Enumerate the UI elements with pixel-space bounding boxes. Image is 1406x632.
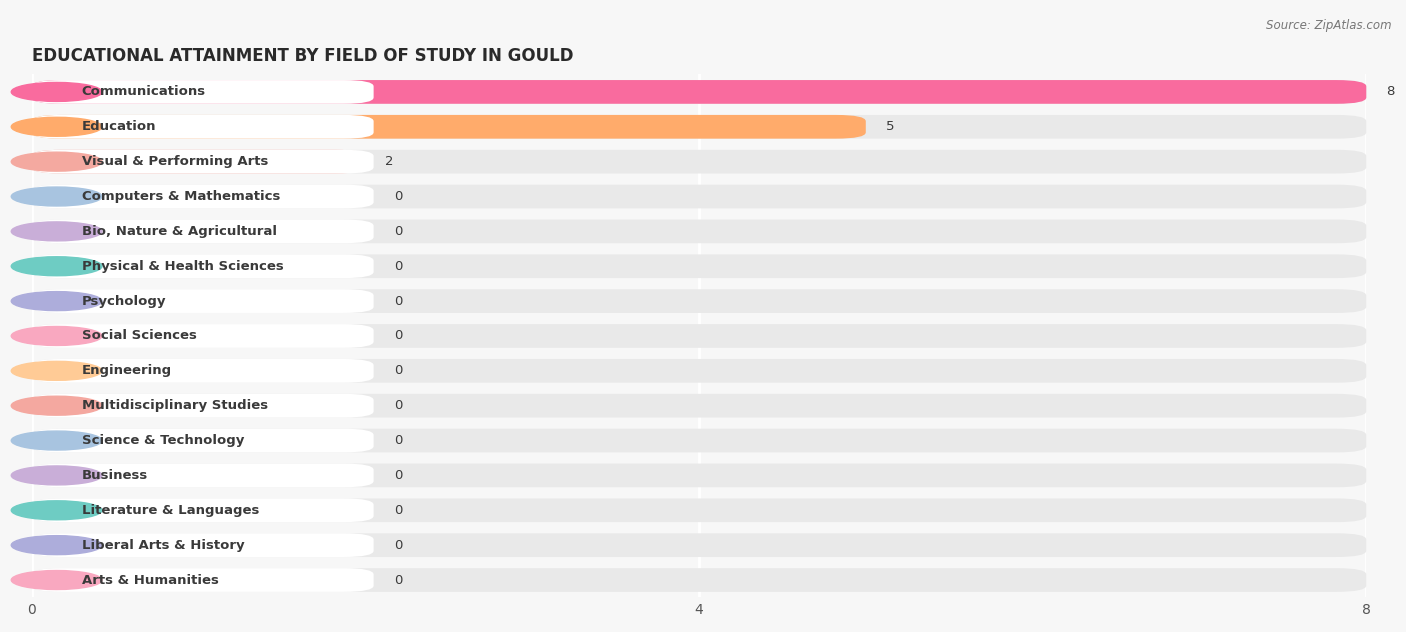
FancyBboxPatch shape — [31, 499, 374, 522]
FancyBboxPatch shape — [31, 359, 374, 383]
Text: 2: 2 — [385, 155, 394, 168]
Text: Multidisciplinary Studies: Multidisciplinary Studies — [82, 399, 267, 412]
Text: Physical & Health Sciences: Physical & Health Sciences — [82, 260, 284, 273]
Circle shape — [11, 152, 103, 171]
FancyBboxPatch shape — [31, 80, 1367, 104]
Text: 8: 8 — [1386, 85, 1395, 99]
Text: Source: ZipAtlas.com: Source: ZipAtlas.com — [1267, 19, 1392, 32]
Circle shape — [11, 222, 103, 241]
Circle shape — [11, 431, 103, 450]
FancyBboxPatch shape — [31, 359, 1367, 383]
FancyBboxPatch shape — [31, 219, 1367, 243]
FancyBboxPatch shape — [31, 289, 1367, 313]
Text: 0: 0 — [394, 225, 402, 238]
FancyBboxPatch shape — [31, 533, 1367, 557]
Text: Social Sciences: Social Sciences — [82, 329, 197, 343]
FancyBboxPatch shape — [31, 150, 366, 174]
FancyBboxPatch shape — [31, 150, 1367, 174]
FancyBboxPatch shape — [31, 428, 1367, 453]
Circle shape — [11, 291, 103, 310]
Circle shape — [11, 82, 103, 101]
Text: 0: 0 — [394, 434, 402, 447]
Text: 0: 0 — [394, 329, 402, 343]
Text: 0: 0 — [394, 538, 402, 552]
Text: Engineering: Engineering — [82, 364, 172, 377]
Circle shape — [11, 466, 103, 485]
Circle shape — [11, 257, 103, 276]
FancyBboxPatch shape — [31, 185, 1367, 209]
Text: 0: 0 — [394, 295, 402, 308]
FancyBboxPatch shape — [31, 499, 1367, 522]
FancyBboxPatch shape — [31, 115, 1367, 138]
Text: 0: 0 — [394, 364, 402, 377]
FancyBboxPatch shape — [31, 568, 1367, 592]
FancyBboxPatch shape — [31, 324, 374, 348]
Circle shape — [11, 571, 103, 590]
Text: Business: Business — [82, 469, 148, 482]
FancyBboxPatch shape — [31, 115, 374, 138]
Text: Communications: Communications — [82, 85, 205, 99]
FancyBboxPatch shape — [31, 150, 374, 174]
Circle shape — [11, 362, 103, 380]
FancyBboxPatch shape — [31, 428, 374, 453]
Text: Liberal Arts & History: Liberal Arts & History — [82, 538, 245, 552]
Circle shape — [11, 396, 103, 415]
FancyBboxPatch shape — [31, 289, 374, 313]
FancyBboxPatch shape — [31, 219, 374, 243]
FancyBboxPatch shape — [31, 463, 1367, 487]
Text: 0: 0 — [394, 399, 402, 412]
FancyBboxPatch shape — [31, 185, 374, 209]
Text: Visual & Performing Arts: Visual & Performing Arts — [82, 155, 269, 168]
Text: 5: 5 — [886, 120, 894, 133]
Text: Psychology: Psychology — [82, 295, 166, 308]
FancyBboxPatch shape — [31, 255, 374, 278]
Circle shape — [11, 187, 103, 206]
Text: Bio, Nature & Agricultural: Bio, Nature & Agricultural — [82, 225, 277, 238]
FancyBboxPatch shape — [31, 463, 374, 487]
FancyBboxPatch shape — [31, 394, 374, 418]
Text: Literature & Languages: Literature & Languages — [82, 504, 259, 517]
Text: Arts & Humanities: Arts & Humanities — [82, 573, 218, 586]
Text: 0: 0 — [394, 469, 402, 482]
FancyBboxPatch shape — [31, 533, 374, 557]
FancyBboxPatch shape — [31, 568, 374, 592]
Circle shape — [11, 536, 103, 555]
Text: EDUCATIONAL ATTAINMENT BY FIELD OF STUDY IN GOULD: EDUCATIONAL ATTAINMENT BY FIELD OF STUDY… — [31, 47, 574, 64]
FancyBboxPatch shape — [31, 115, 866, 138]
Text: 0: 0 — [394, 573, 402, 586]
Text: Science & Technology: Science & Technology — [82, 434, 245, 447]
Circle shape — [11, 501, 103, 520]
FancyBboxPatch shape — [31, 324, 1367, 348]
Text: 0: 0 — [394, 504, 402, 517]
Text: Education: Education — [82, 120, 156, 133]
FancyBboxPatch shape — [31, 80, 374, 104]
FancyBboxPatch shape — [31, 255, 1367, 278]
Circle shape — [11, 327, 103, 346]
FancyBboxPatch shape — [31, 394, 1367, 418]
FancyBboxPatch shape — [31, 80, 1367, 104]
Text: Computers & Mathematics: Computers & Mathematics — [82, 190, 280, 203]
Text: 0: 0 — [394, 190, 402, 203]
Text: 0: 0 — [394, 260, 402, 273]
Circle shape — [11, 118, 103, 137]
